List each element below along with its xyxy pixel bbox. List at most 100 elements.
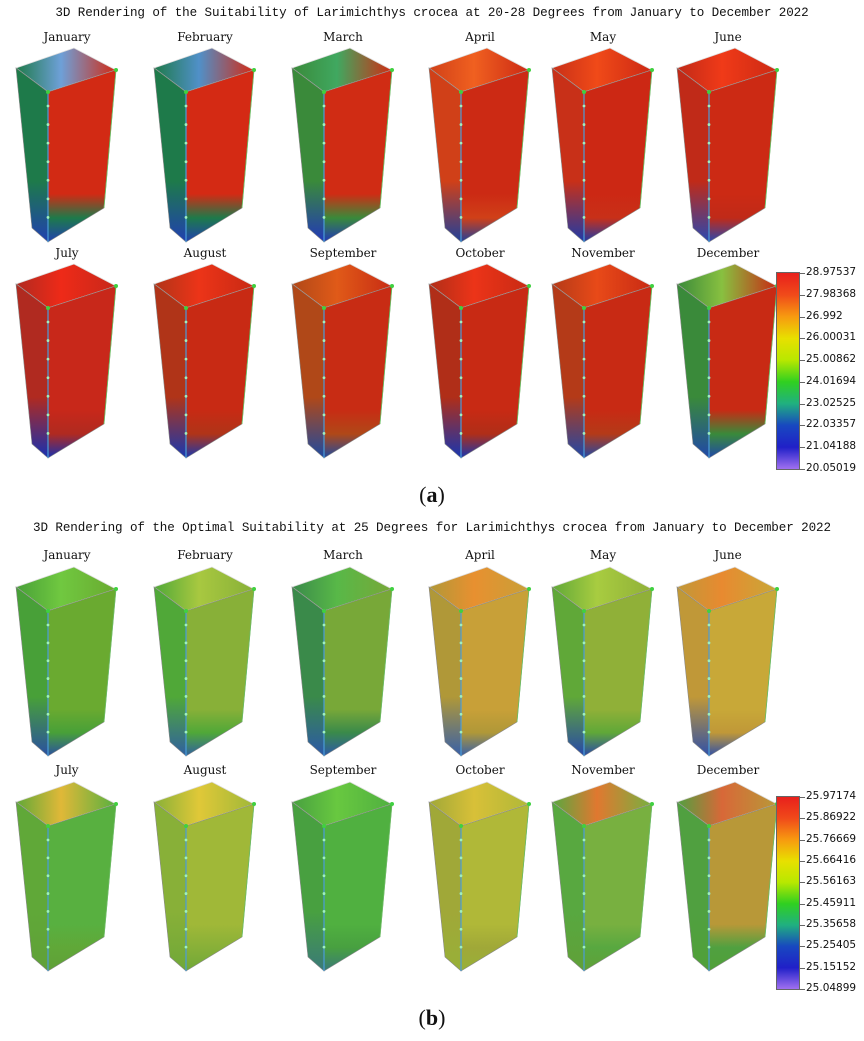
axis-tick-dot	[46, 695, 50, 698]
rendering-box	[291, 781, 394, 972]
axis-tick-dot	[582, 197, 586, 201]
axis-tick-dot	[459, 659, 463, 663]
axis-tick-dot	[322, 892, 326, 895]
axis-tick-dot	[582, 339, 586, 342]
axis-tick-dot	[46, 123, 50, 126]
colorbar-tick-label: 27.98368	[806, 287, 857, 300]
colorbar-tick-label: 21.04188	[806, 440, 857, 453]
box-front-face	[185, 285, 255, 459]
axis-tick-dot	[582, 216, 586, 219]
axis-tick-dot	[46, 892, 50, 895]
corner-marker	[184, 90, 188, 94]
colorbar-tick	[800, 273, 805, 274]
rendering-box	[428, 47, 531, 243]
box-left-face	[676, 586, 710, 757]
axis-tick-dot	[707, 197, 711, 201]
axis-tick-dot	[184, 910, 188, 913]
box-left-face	[428, 283, 462, 459]
corner-marker	[582, 306, 586, 310]
rendering-box	[676, 566, 779, 757]
box-right-edge	[379, 803, 393, 938]
axis-tick-dot	[322, 838, 326, 842]
axis-tick-dot	[46, 659, 50, 663]
axis-tick-dot	[459, 623, 463, 627]
month-label: June	[714, 548, 742, 562]
box-left-face	[428, 67, 462, 243]
box-right-edge	[639, 588, 653, 723]
box-front-face	[185, 69, 255, 243]
corner-marker	[459, 824, 463, 828]
axis-tick-dot	[707, 730, 711, 734]
axis-tick-dot	[46, 376, 50, 380]
colorbar-tick	[800, 469, 805, 470]
axis-tick-dot	[46, 160, 50, 164]
axis-tick-dot	[184, 432, 188, 435]
corner-marker	[184, 306, 188, 310]
box-front-face	[708, 588, 778, 757]
axis-tick-dot	[184, 927, 188, 931]
axis-tick-dot	[184, 677, 188, 680]
axis-tick-dot	[707, 339, 711, 342]
corner-marker	[459, 90, 463, 94]
axis-tick-dot	[46, 856, 50, 860]
axis-tick-dot	[459, 216, 463, 219]
box-left-face	[153, 801, 187, 972]
corner-marker	[322, 609, 326, 613]
colorbar-tick-label: 22.03357	[806, 418, 857, 431]
axis-tick-dot	[582, 394, 586, 398]
box-left-face	[676, 801, 710, 972]
month-label: February	[177, 548, 233, 562]
colorbar-tick-label: 25.76669	[806, 832, 857, 845]
axis-tick-dot	[582, 320, 586, 324]
axis-tick-dot	[582, 677, 586, 680]
axis-tick-dot	[459, 892, 463, 895]
axis-tick-dot	[582, 838, 586, 842]
axis-tick-dot	[322, 413, 326, 417]
axis-tick-dot	[582, 730, 586, 734]
box-front-face	[47, 69, 117, 243]
axis-tick-dot	[46, 838, 50, 842]
axis-tick-dot	[459, 874, 463, 878]
axis-tick-dot	[46, 141, 50, 145]
rendering-box	[428, 566, 531, 757]
month-label: January	[43, 548, 91, 562]
axis-tick-dot	[184, 730, 188, 734]
colorbar-tick	[800, 946, 805, 948]
rendering-box	[428, 263, 531, 459]
axis-tick-dot	[184, 357, 188, 361]
colorbar-gradient	[776, 272, 800, 470]
axis-tick-dot	[46, 413, 50, 417]
box-right-edge	[639, 285, 653, 425]
corner-marker	[390, 284, 394, 288]
colorbar-tick	[800, 839, 805, 841]
box-front-face	[47, 285, 117, 459]
axis-tick-dot	[46, 432, 50, 435]
axis-tick-dot	[46, 394, 50, 398]
corner-marker	[46, 609, 50, 613]
rendering-box	[15, 263, 118, 459]
axis-tick-dot	[322, 123, 326, 126]
box-right-edge	[516, 285, 530, 425]
corner-marker	[322, 90, 326, 94]
axis-tick-dot	[707, 413, 711, 417]
axis-tick-dot	[322, 874, 326, 878]
axis-tick-dot	[582, 641, 586, 645]
axis-tick-dot	[322, 394, 326, 398]
box-front-face	[460, 588, 530, 757]
axis-tick-dot	[459, 357, 463, 361]
axis-tick-dot	[46, 357, 50, 361]
axis-tick-dot	[459, 432, 463, 435]
axis-tick-dot	[322, 695, 326, 698]
box-right-edge	[764, 69, 778, 209]
rendering-box	[153, 781, 256, 972]
rendering-box	[551, 47, 654, 243]
axis-tick-dot	[184, 623, 188, 627]
axis-tick-dot	[459, 123, 463, 126]
colorbar-tick-label: 25.86922	[806, 811, 857, 824]
axis-tick-dot	[184, 141, 188, 145]
axis-tick-dot	[459, 197, 463, 201]
axis-tick-dot	[582, 910, 586, 913]
corner-marker	[707, 90, 711, 94]
axis-tick-dot	[322, 216, 326, 219]
axis-tick-dot	[459, 339, 463, 342]
